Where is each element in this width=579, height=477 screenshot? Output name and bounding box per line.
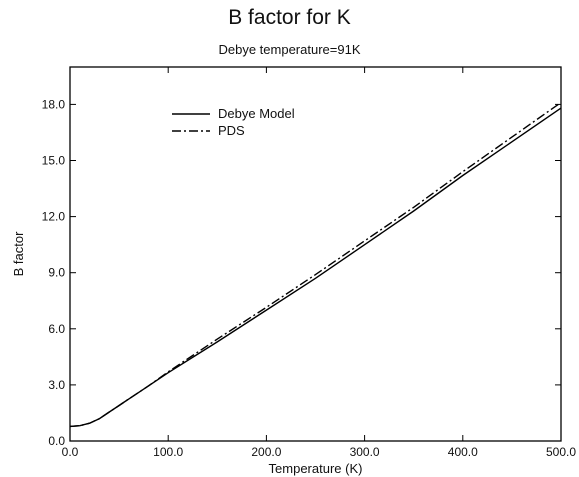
y-tick-label: 0.0 (48, 434, 65, 448)
series-layer (69, 101, 562, 428)
y-axis-label: B factor (11, 231, 26, 276)
chart-title: B factor for K (228, 6, 351, 29)
axis-ticks: 0.0 100.0 200.0 300.0 400.0 500.0 0.0 3.0 6.0 9.0… (42, 67, 576, 459)
y-tick-label: 6.0 (48, 322, 65, 336)
chart-subtitle: Debye temperature=91K (218, 42, 361, 57)
legend-label: PDS (218, 123, 245, 138)
y-tick-label: 12.0 (42, 210, 66, 224)
y-tick-label: 9.0 (48, 266, 65, 280)
legend: Debye Model PDS (172, 106, 295, 138)
series-line-pds (69, 101, 562, 428)
x-tick-label: 300.0 (350, 445, 380, 459)
series-line-debye-model (69, 107, 562, 428)
x-tick-label: 100.0 (153, 445, 183, 459)
legend-label: Debye Model (218, 106, 295, 121)
x-tick-label: 400.0 (448, 445, 478, 459)
plot-frame (69, 66, 562, 442)
y-tick-label: 18.0 (42, 97, 66, 111)
x-axis-label: Temperature (K) (269, 461, 363, 476)
x-tick-label: 500.0 (546, 445, 576, 459)
x-tick-label: 200.0 (251, 445, 281, 459)
y-tick-label: 15.0 (42, 154, 66, 168)
x-tick-label: 0.0 (62, 445, 79, 459)
plot-area (69, 66, 562, 442)
y-tick-label: 3.0 (48, 378, 65, 392)
